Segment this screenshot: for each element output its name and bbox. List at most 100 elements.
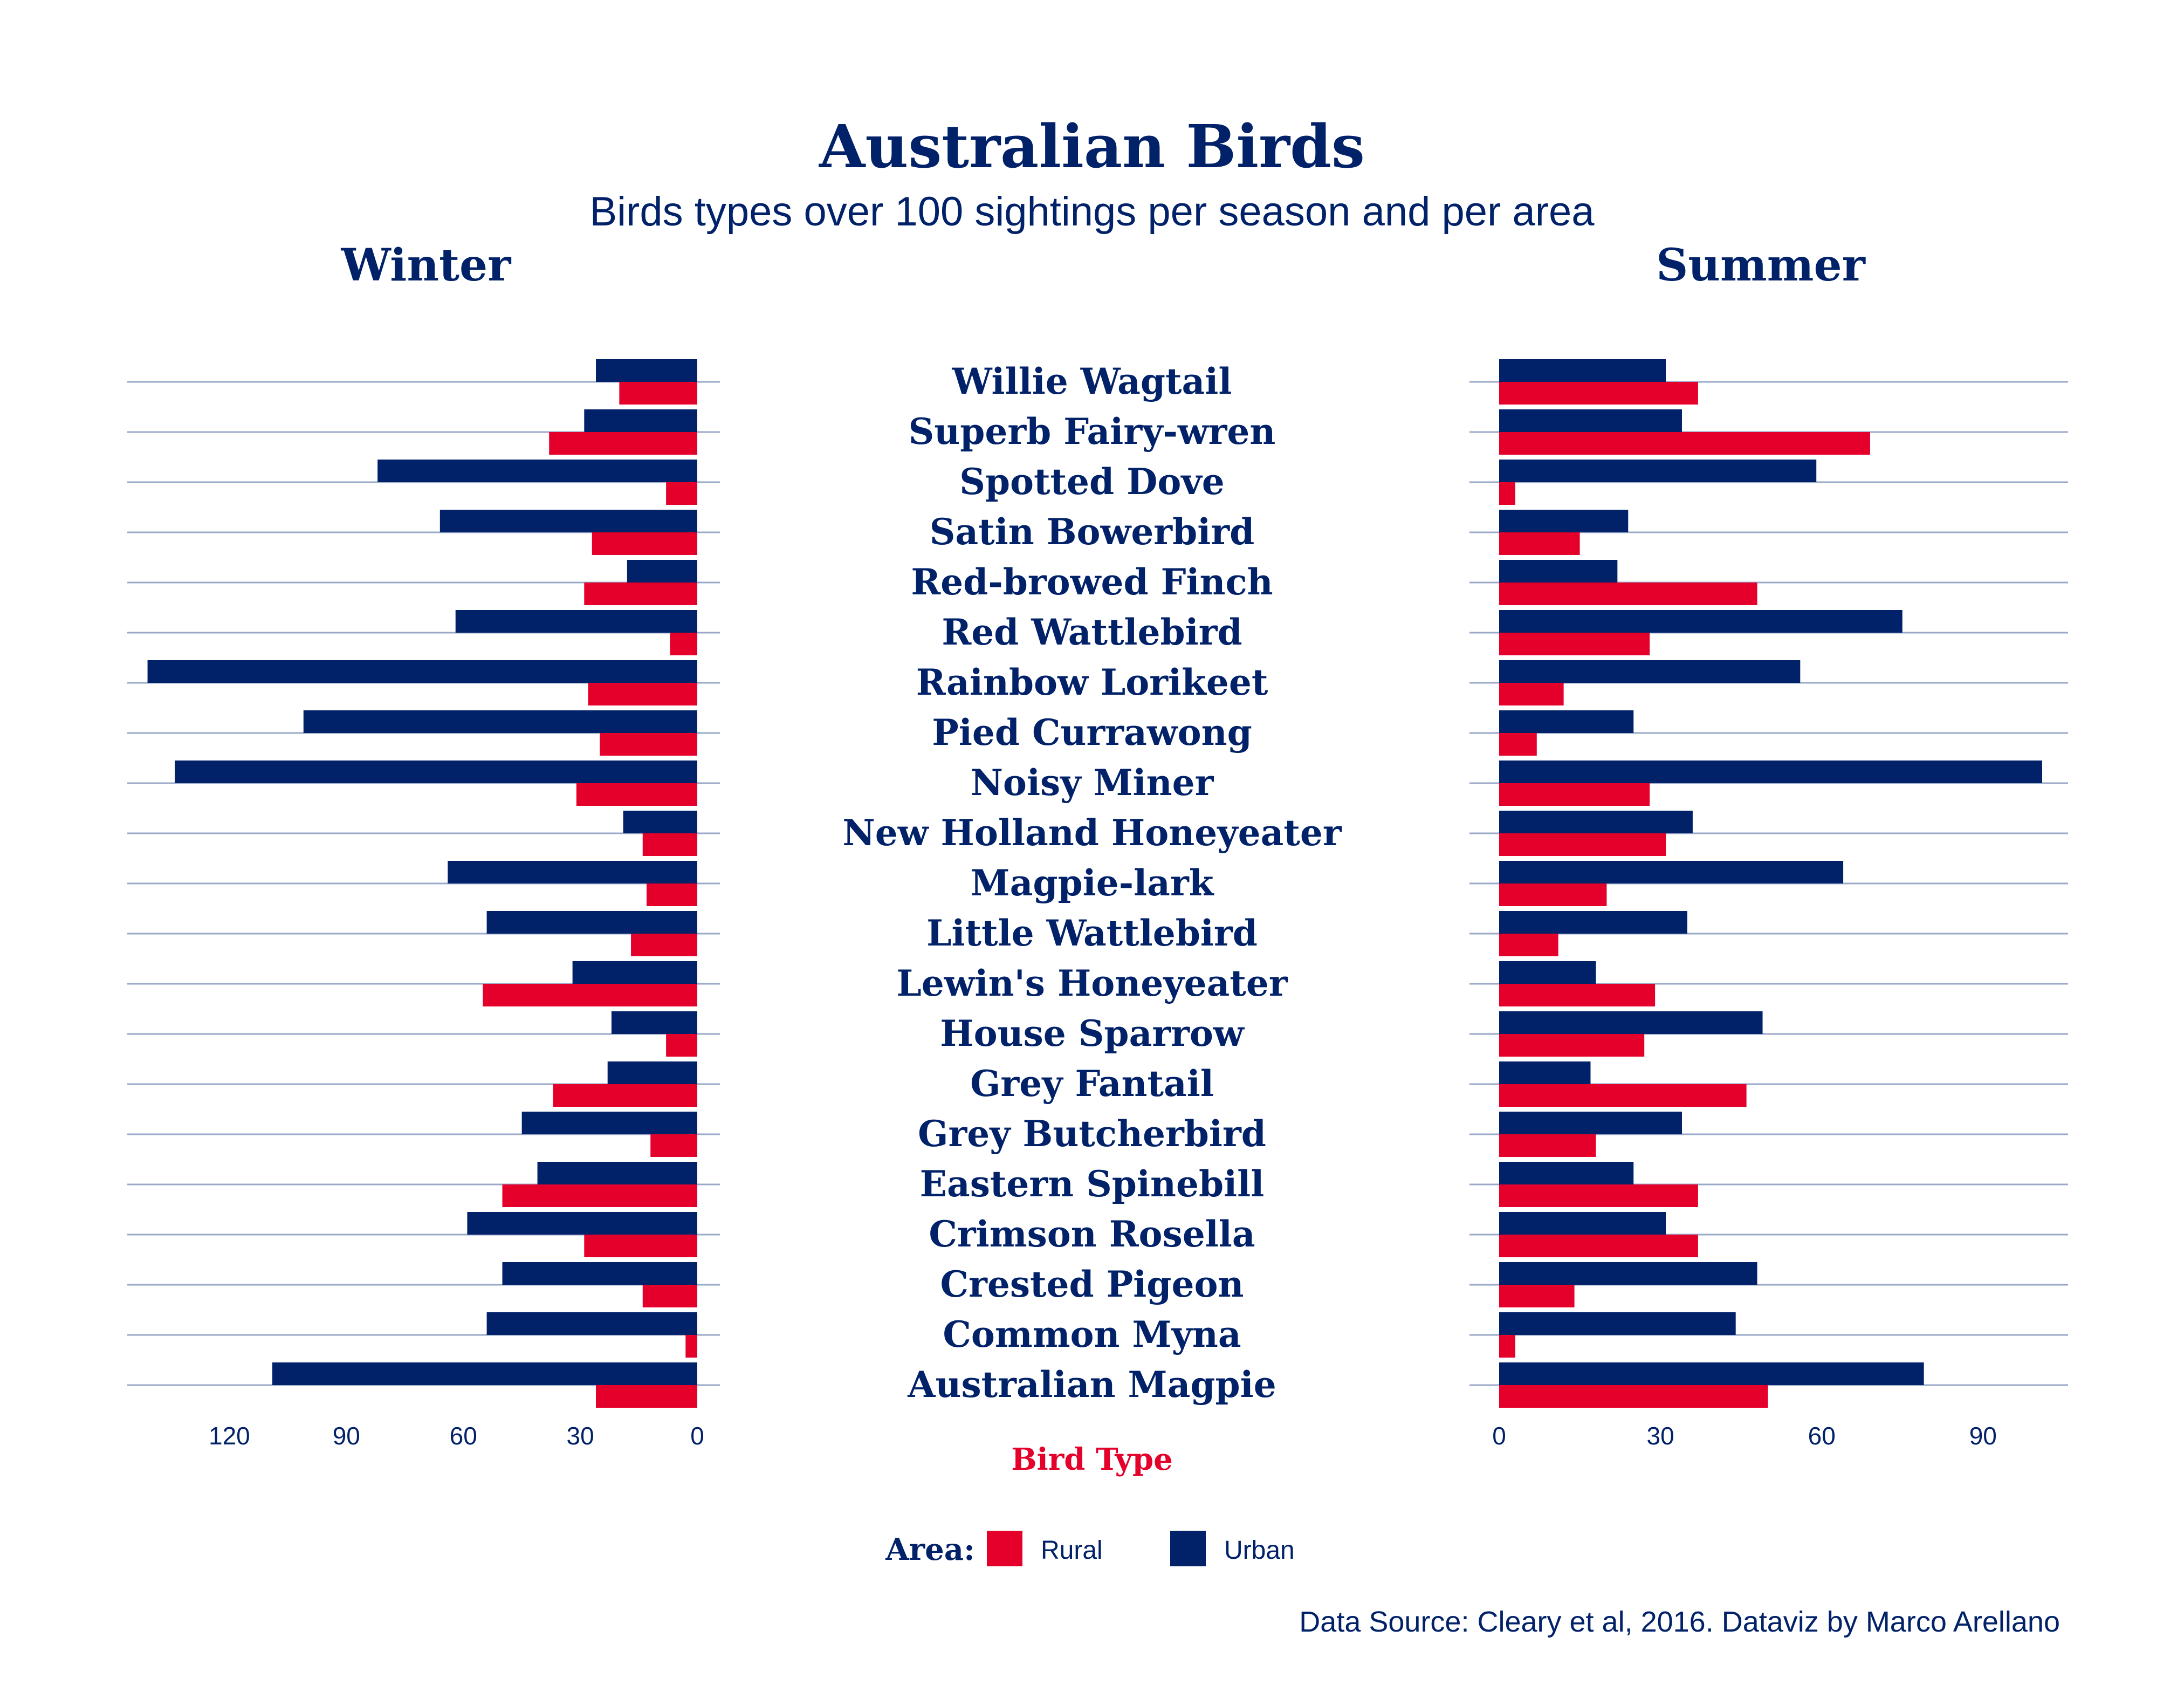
bar-urban [467, 1212, 697, 1235]
bar-urban [1499, 1011, 1763, 1034]
tick-label: 0 [690, 1422, 704, 1450]
bar-urban [572, 961, 697, 984]
bar-rural [666, 1034, 697, 1057]
bar-urban [623, 811, 697, 833]
bar-rural [685, 1335, 697, 1358]
bar-rural [502, 1184, 697, 1207]
bar-urban [1499, 861, 1844, 883]
category-label: Pied Currawong [932, 711, 1252, 753]
tick-label: 30 [1647, 1422, 1674, 1450]
bar-urban [439, 510, 697, 532]
category-label: Spotted Dove [959, 461, 1225, 503]
bar-rural [1499, 1235, 1698, 1257]
legend-swatch-rural [987, 1531, 1022, 1566]
bar-rural [1499, 984, 1656, 1006]
bar-urban [1499, 560, 1618, 583]
category-label: Crested Pigeon [940, 1263, 1244, 1305]
x-axis-title: Bird Type [1011, 1442, 1173, 1477]
bar-rural [596, 1385, 697, 1408]
panel-title-winter: Winter [341, 239, 512, 291]
bar-urban [272, 1362, 697, 1385]
bar-urban [1499, 1362, 1924, 1385]
bar-urban [1499, 911, 1687, 934]
bar-urban [1499, 761, 2042, 783]
bar-urban [147, 660, 697, 683]
bar-urban [1499, 811, 1693, 833]
bar-urban [1499, 710, 1634, 733]
tick-label: 60 [450, 1422, 477, 1450]
category-label: New Holland Honeyeater [842, 812, 1342, 854]
bar-urban [611, 1011, 697, 1034]
category-label: Willie Wagtail [952, 360, 1232, 402]
category-label: Magpie-lark [971, 862, 1214, 904]
bar-rural [631, 934, 697, 956]
legend-title: Area: [885, 1532, 975, 1567]
bar-urban [175, 761, 697, 783]
bar-rural [1499, 833, 1666, 856]
tick-label: 90 [333, 1422, 360, 1450]
category-label: Noisy Miner [971, 762, 1214, 804]
bar-rural [1499, 1184, 1698, 1207]
category-label: Common Myna [943, 1313, 1241, 1355]
bar-rural [1499, 1134, 1596, 1157]
category-label: Rainbow Lorikeet [916, 661, 1268, 703]
bar-rural [549, 432, 697, 455]
bar-rural [642, 1285, 697, 1307]
bar-urban [486, 1312, 697, 1335]
bar-rural [600, 733, 697, 756]
bar-rural [1499, 482, 1515, 505]
bar-urban [1499, 409, 1682, 432]
bar-urban [486, 911, 697, 934]
chart-subtitle: Birds types over 100 sightings per seaso… [589, 189, 1595, 235]
bar-urban [607, 1061, 697, 1084]
bar-urban [537, 1162, 697, 1184]
bar-urban [1499, 1112, 1682, 1134]
bar-rural [584, 583, 697, 605]
bar-urban [521, 1112, 697, 1134]
bar-rural [1499, 1084, 1747, 1107]
bar-rural [666, 482, 697, 505]
bar-urban [627, 560, 697, 583]
winter-panel: 0 30 60 90 120 [127, 359, 720, 1450]
category-label: House Sparrow [940, 1012, 1245, 1054]
bar-rural [1499, 1285, 1575, 1307]
bar-rural [1499, 583, 1757, 605]
category-label: Australian Magpie [907, 1364, 1276, 1406]
bar-urban [502, 1262, 697, 1285]
bar-rural [576, 783, 697, 806]
category-label: Lewin's Honeyeater [896, 962, 1288, 1004]
chart-title: Australian Birds [819, 112, 1365, 181]
tick-label: 0 [1492, 1422, 1506, 1450]
bar-rural [1499, 934, 1558, 956]
legend-swatch-urban [1170, 1531, 1206, 1566]
bar-urban [377, 460, 697, 482]
bar-rural [1499, 382, 1698, 405]
bar-rural [584, 1235, 697, 1257]
summer-panel: 0 30 60 90 [1469, 359, 2068, 1450]
bar-urban [1499, 1162, 1634, 1184]
category-label: Eastern Spinebill [920, 1163, 1265, 1205]
bar-rural [1499, 532, 1580, 555]
bar-rural [650, 1134, 697, 1157]
bar-rural [592, 532, 697, 555]
bar-urban [1499, 660, 1801, 683]
bar-rural [670, 633, 697, 655]
bar-urban [1499, 1312, 1736, 1335]
category-label: Red-browed Finch [911, 561, 1273, 603]
tick-label: 120 [209, 1422, 250, 1450]
bar-urban [1499, 1061, 1591, 1084]
bar-rural [1499, 733, 1537, 756]
bar-rural [553, 1084, 697, 1107]
bar-rural [588, 683, 697, 705]
bar-urban [1499, 359, 1666, 382]
tick-label: 90 [1969, 1422, 1997, 1450]
panel-title-summer: Summer [1656, 239, 1866, 291]
category-label: Superb Fairy-wren [909, 410, 1276, 453]
bar-urban [448, 861, 697, 883]
category-label: Grey Butcherbird [918, 1113, 1266, 1155]
bar-urban [1499, 460, 1817, 482]
legend-label-rural: Rural [1041, 1536, 1103, 1565]
bar-rural [619, 382, 697, 405]
bar-rural [1499, 683, 1564, 705]
